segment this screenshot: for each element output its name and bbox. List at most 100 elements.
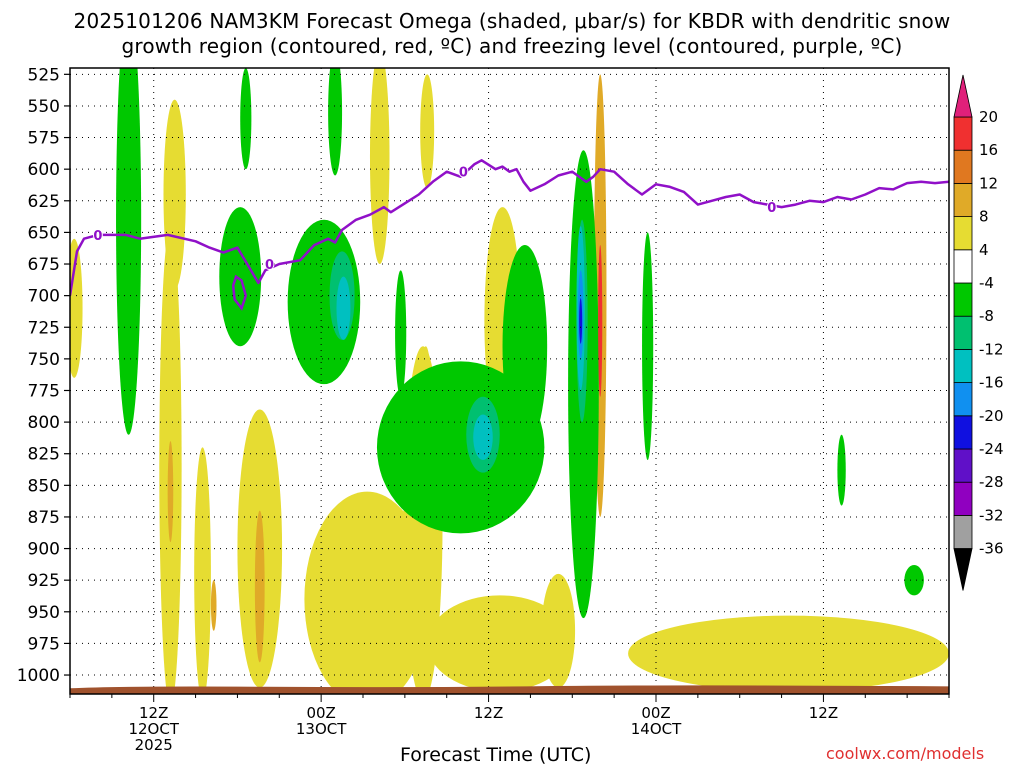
y-tick-label-1000: 1000 (17, 666, 60, 686)
x-tick-label-1-2: 13OCT (296, 720, 347, 738)
omega-region-16 (210, 580, 217, 631)
y-tick-label-825: 825 (28, 445, 60, 465)
freezing-level-label-bg-0 (92, 228, 103, 241)
omega-region-27 (904, 565, 924, 596)
plot-frame (69, 67, 950, 695)
omega-region-19 (219, 207, 262, 347)
colorbar-segment-9 (953, 249, 973, 284)
freezing-level-line (70, 159, 949, 296)
freezing-level-label-bg-2 (458, 165, 469, 178)
omega-region-5 (427, 595, 573, 692)
y-tick-label-950: 950 (28, 603, 60, 623)
omega-region-18 (116, 68, 142, 435)
colorbar: 20 16 12 8 4 -4 -8 -12 -16 -20 -24 -28 -32 -36 (953, 74, 1004, 591)
y-tick-label-850: 850 (28, 476, 60, 496)
y-tick-label-550: 550 (28, 97, 60, 117)
x-tick-label-0-1: 12Z (139, 704, 168, 722)
y-tick-label-675: 675 (28, 255, 60, 275)
x-tick-label-3-1: 00Z (641, 704, 670, 722)
colorbar-label-13: -36 (979, 540, 1004, 558)
colorbar-label-10: -24 (979, 440, 1004, 458)
colorbar-label-9: -20 (979, 407, 1004, 425)
colorbar-segment-1 (953, 515, 973, 550)
colorbar-segment-8 (953, 282, 973, 317)
omega-region-14 (254, 510, 265, 663)
omega-region-9 (420, 74, 435, 189)
x-tick-label-0-3: 2025 (135, 736, 173, 754)
colorbar-label-3: 8 (979, 208, 989, 226)
credit-text: coolwx.com/models (826, 744, 985, 763)
y-tick-label-800: 800 (28, 413, 60, 433)
chart-title-line-2: growth region (contoured, red, ºC) and f… (121, 34, 903, 58)
colorbar-bottom-triangle (953, 548, 973, 591)
freezing-level-label-1: 0 (265, 258, 274, 273)
colorbar-label-2: 12 (979, 174, 998, 192)
colorbar-label-5: -4 (979, 274, 994, 292)
x-tick-label-3-2: 14OCT (631, 720, 682, 738)
colorbar-label-4: 4 (979, 241, 989, 259)
grid-layer (70, 68, 949, 694)
colorbar-segment-2 (953, 481, 973, 516)
omega-region-11 (70, 238, 83, 378)
colorbar-segment-3 (953, 448, 973, 483)
omega-region-8 (369, 68, 390, 264)
y-tick-label-625: 625 (28, 192, 60, 212)
omega-region-21 (376, 361, 545, 534)
chart-title-line-1: 2025101206 NAM3KM Forecast Omega (shaded… (73, 9, 951, 33)
y-tick-label-875: 875 (28, 508, 60, 528)
y-tick-label-925: 925 (28, 571, 60, 591)
x-tick-label-4-1: 12Z (809, 704, 838, 722)
omega-region-7 (628, 615, 949, 692)
omega-region-22 (502, 245, 548, 448)
freezing-level-label-0: 0 (93, 229, 102, 244)
y-tick-label-725: 725 (28, 318, 60, 338)
colorbar-segment-11 (953, 182, 973, 217)
y-tick-label-750: 750 (28, 350, 60, 370)
omega-region-3 (304, 491, 430, 694)
freezing-level-label-bg-1 (264, 258, 275, 271)
omega-region-34 (336, 276, 351, 340)
omega-region-2 (194, 447, 211, 694)
omega-region-24 (642, 232, 654, 461)
colorbar-label-0: 20 (979, 108, 998, 126)
omega-region-37 (579, 298, 583, 344)
omega-region-33 (473, 414, 493, 461)
y-tick-label-900: 900 (28, 540, 60, 560)
colorbar-label-12: -32 (979, 506, 1004, 524)
omega-region-38 (598, 245, 603, 397)
colorbar-segment-13 (953, 116, 973, 151)
colorbar-segment-4 (953, 415, 973, 450)
freezing-level-loop (231, 274, 248, 311)
x-tick-label-0-2: 12OCT (128, 720, 179, 738)
colorbar-top-triangle (953, 74, 973, 118)
y-tick-label-650: 650 (28, 223, 60, 243)
colorbar-segment-10 (953, 216, 973, 251)
colorbar-segment-5 (953, 382, 973, 417)
y-tick-label-775: 775 (28, 381, 60, 401)
omega-region-29 (240, 68, 252, 170)
omega-region-6 (541, 573, 576, 688)
freezing-level-label-bg-3 (766, 201, 777, 214)
colorbar-label-7: -12 (979, 340, 1004, 358)
omega-region-28 (837, 434, 846, 506)
x-tick-label-2-1: 12Z (474, 704, 503, 722)
y-axis: 525 550 575 600 625 650 675 700 725 750 775 800 825 8… (17, 65, 70, 686)
freezing-level-label-2: 0 (459, 166, 468, 181)
y-tick-label-975: 975 (28, 634, 60, 654)
omega-region-26 (395, 270, 407, 397)
y-tick-label-600: 600 (28, 160, 60, 180)
freezing-level-layer: 0 0 0 0 (70, 159, 949, 311)
omega-region-15 (167, 441, 174, 543)
colorbar-label-1: 16 (979, 141, 998, 159)
y-tick-label-575: 575 (28, 129, 60, 149)
ground-surface (70, 685, 949, 694)
colorbar-segment-12 (953, 149, 973, 184)
colorbar-segment-6 (953, 348, 973, 383)
omega-shading-layer (70, 68, 949, 694)
ground-layer (70, 685, 949, 694)
colorbar-label-8: -16 (979, 374, 1004, 392)
x-axis-title: Forecast Time (UTC) (400, 744, 592, 766)
x-tick-label-1-1: 00Z (306, 704, 335, 722)
